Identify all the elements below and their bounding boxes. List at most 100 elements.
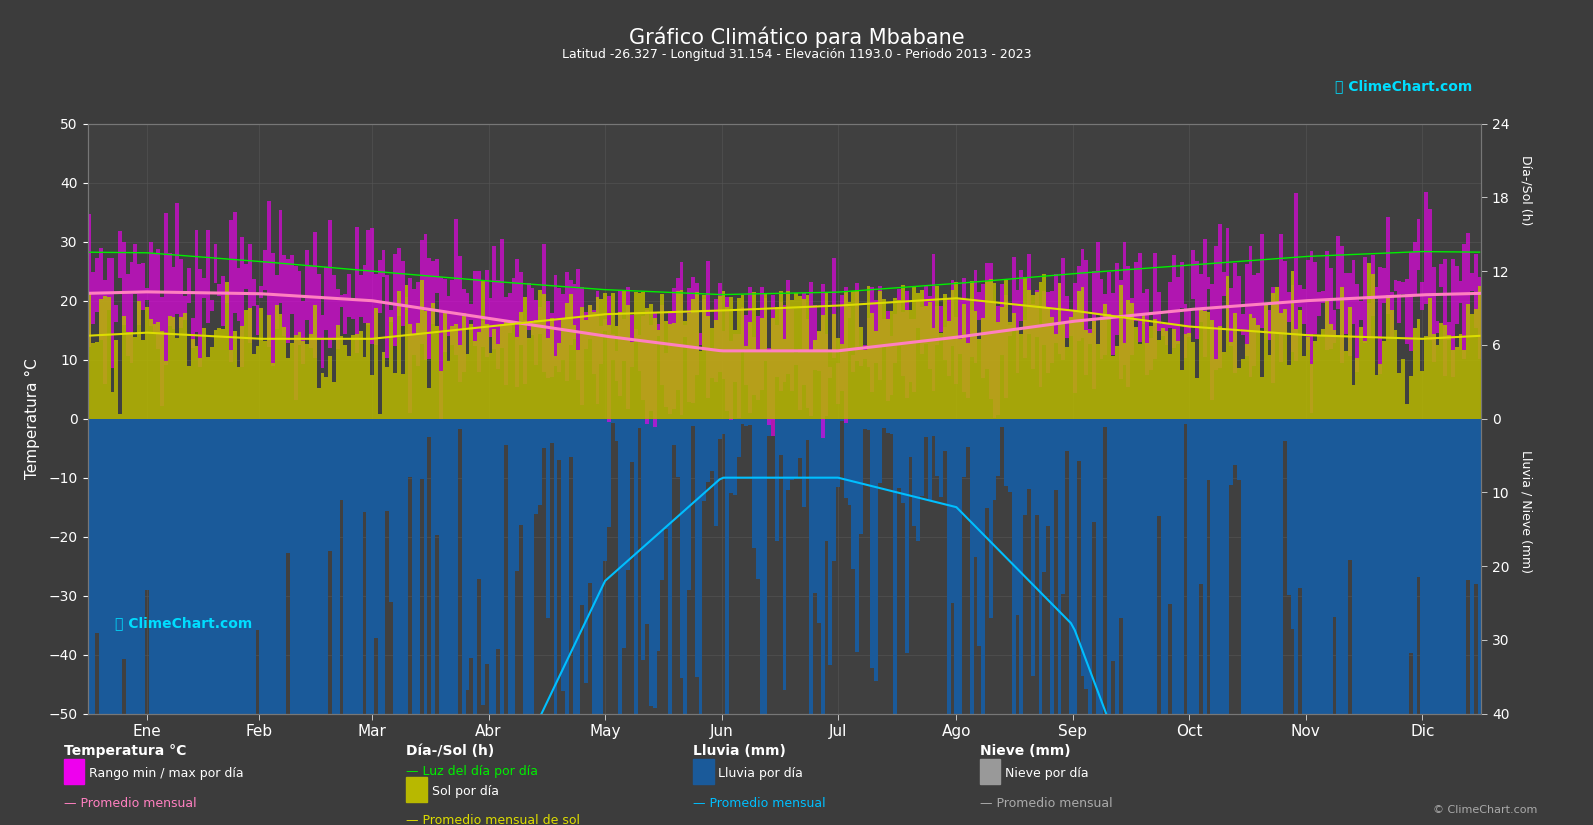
Text: Día-/Sol (h): Día-/Sol (h)	[1520, 154, 1532, 225]
Bar	[569, 295, 572, 419]
Bar	[1164, 331, 1168, 419]
Bar	[1061, 419, 1066, 594]
Bar	[648, 419, 653, 706]
Bar	[312, 419, 317, 825]
Bar	[1050, 290, 1055, 363]
Bar	[935, 306, 940, 345]
Bar	[940, 419, 943, 497]
Bar	[550, 419, 553, 443]
Bar	[1279, 233, 1282, 362]
Bar	[1145, 342, 1149, 419]
Bar	[210, 346, 213, 419]
Bar	[382, 250, 386, 277]
Bar	[221, 276, 225, 326]
Bar	[1287, 292, 1290, 322]
Bar	[282, 419, 287, 825]
Bar	[378, 419, 382, 825]
Bar	[1268, 419, 1271, 721]
Bar	[1157, 292, 1161, 331]
Bar	[1104, 304, 1107, 419]
Bar	[1397, 419, 1402, 825]
Bar	[1386, 419, 1389, 825]
Bar	[241, 237, 244, 367]
Bar	[1405, 279, 1408, 344]
Bar	[760, 419, 763, 739]
Bar	[1252, 275, 1257, 366]
Bar	[355, 228, 358, 353]
Bar	[744, 419, 749, 426]
Bar	[664, 322, 667, 419]
Bar	[233, 332, 236, 419]
Bar	[806, 419, 809, 441]
Bar	[965, 299, 970, 398]
Bar	[1241, 419, 1244, 825]
Text: Sol por día: Sol por día	[432, 785, 499, 798]
Bar	[1096, 243, 1099, 315]
Bar	[1440, 323, 1443, 419]
Bar	[161, 297, 164, 406]
Bar	[416, 282, 421, 366]
Bar	[1039, 419, 1042, 825]
Bar	[1244, 419, 1249, 825]
Bar	[793, 293, 798, 419]
Bar	[413, 419, 416, 825]
Bar	[645, 419, 648, 625]
Bar	[1359, 301, 1364, 320]
Bar	[1035, 419, 1039, 516]
Bar	[1149, 419, 1153, 825]
Bar	[1344, 351, 1348, 419]
Bar	[1279, 419, 1282, 825]
Bar	[1435, 346, 1440, 419]
Bar	[1340, 419, 1344, 741]
Bar	[607, 325, 610, 419]
Bar	[446, 296, 451, 337]
Bar	[255, 346, 260, 419]
Bar	[656, 330, 661, 419]
Bar	[782, 304, 787, 382]
Bar	[870, 419, 875, 667]
Bar	[908, 318, 913, 382]
Bar	[642, 419, 645, 660]
Bar	[1282, 309, 1287, 419]
Bar	[153, 324, 156, 419]
Bar	[1249, 314, 1252, 419]
Bar	[1023, 277, 1027, 419]
Bar	[1301, 419, 1306, 825]
Bar	[580, 307, 585, 419]
Bar	[454, 419, 459, 801]
Bar	[1142, 315, 1145, 419]
Bar	[497, 419, 500, 649]
Bar	[943, 294, 946, 419]
Bar	[714, 419, 718, 526]
Bar	[634, 328, 637, 341]
Bar	[618, 290, 623, 396]
Bar	[1321, 329, 1325, 419]
Bar	[962, 304, 965, 419]
Bar	[1333, 419, 1337, 617]
Bar	[604, 294, 607, 419]
Bar	[596, 298, 599, 419]
Bar	[870, 314, 875, 419]
Bar	[992, 419, 997, 500]
Bar	[1126, 266, 1129, 387]
Bar	[1271, 293, 1276, 419]
Bar	[1222, 272, 1225, 296]
Bar	[1203, 239, 1206, 357]
Bar	[229, 220, 233, 362]
Bar	[344, 294, 347, 334]
Bar	[1047, 292, 1050, 373]
Bar	[1012, 313, 1016, 419]
Bar	[710, 419, 714, 471]
Bar	[538, 307, 542, 333]
Text: Latitud -26.327 - Longitud 31.154 - Elevación 1193.0 - Periodo 2013 - 2023: Latitud -26.327 - Longitud 31.154 - Elev…	[562, 48, 1031, 61]
Bar	[1161, 328, 1164, 419]
Bar	[451, 419, 454, 800]
Bar	[921, 419, 924, 496]
Bar	[421, 240, 424, 343]
Bar	[921, 307, 924, 354]
Bar	[984, 419, 989, 508]
Bar	[604, 419, 607, 561]
Bar	[115, 340, 118, 419]
Bar	[1206, 277, 1211, 289]
Bar	[725, 419, 730, 825]
